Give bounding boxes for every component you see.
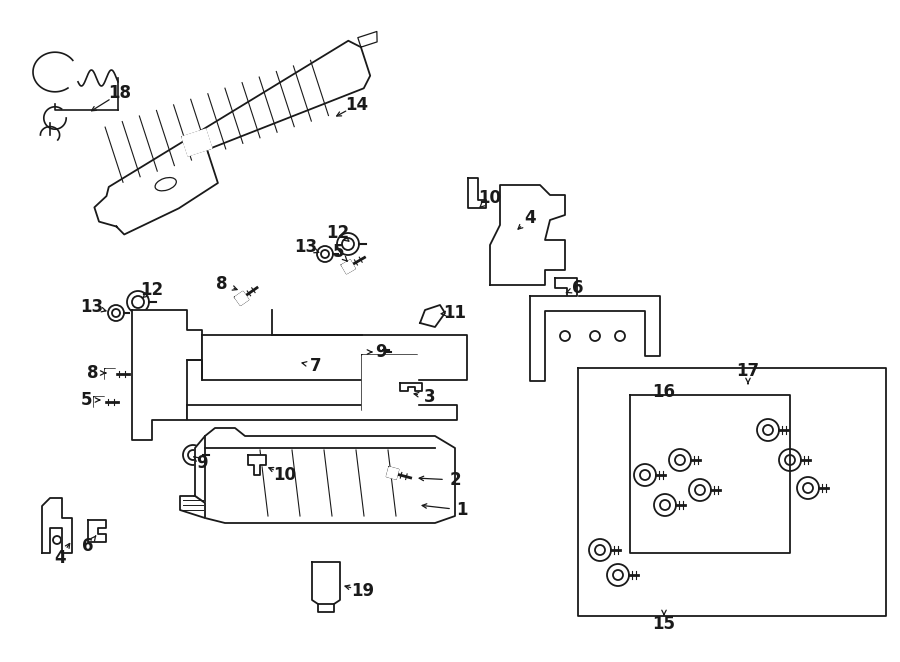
Polygon shape	[248, 455, 266, 475]
Text: 13: 13	[294, 238, 318, 256]
Polygon shape	[132, 310, 202, 440]
Polygon shape	[195, 428, 455, 523]
Text: 5: 5	[80, 391, 92, 409]
Text: 17: 17	[736, 362, 760, 380]
Polygon shape	[202, 335, 467, 380]
Text: 1: 1	[456, 501, 468, 519]
Polygon shape	[490, 185, 565, 285]
Text: 6: 6	[82, 537, 94, 555]
Polygon shape	[94, 41, 370, 234]
Text: 13: 13	[80, 298, 104, 316]
Text: 19: 19	[351, 582, 374, 600]
Text: 2: 2	[449, 471, 461, 489]
Text: 10: 10	[274, 466, 296, 484]
Polygon shape	[187, 405, 457, 420]
Text: 4: 4	[54, 549, 66, 567]
Polygon shape	[235, 292, 248, 305]
Text: 12: 12	[327, 224, 349, 242]
Polygon shape	[182, 129, 212, 156]
Text: 15: 15	[652, 615, 676, 633]
Polygon shape	[420, 305, 445, 327]
Polygon shape	[555, 278, 577, 296]
Text: 6: 6	[572, 279, 584, 297]
Polygon shape	[94, 397, 104, 407]
Polygon shape	[530, 296, 660, 381]
Text: 4: 4	[524, 209, 536, 227]
Text: 18: 18	[109, 84, 131, 102]
Polygon shape	[180, 496, 205, 518]
Text: 7: 7	[310, 357, 322, 375]
Text: 8: 8	[87, 364, 99, 382]
Polygon shape	[387, 467, 399, 479]
Text: 9: 9	[196, 454, 208, 472]
Polygon shape	[42, 498, 72, 553]
Text: 5: 5	[332, 243, 344, 261]
Polygon shape	[362, 355, 417, 410]
Polygon shape	[105, 369, 115, 379]
Text: 14: 14	[346, 96, 369, 114]
Polygon shape	[342, 260, 355, 273]
Text: 3: 3	[424, 388, 436, 406]
Polygon shape	[312, 562, 340, 604]
Text: 8: 8	[216, 275, 228, 293]
Text: 10: 10	[479, 189, 501, 207]
Text: 9: 9	[375, 343, 387, 361]
Text: 12: 12	[140, 281, 164, 299]
Text: 16: 16	[652, 383, 676, 401]
Polygon shape	[88, 520, 106, 542]
Text: 11: 11	[444, 304, 466, 322]
